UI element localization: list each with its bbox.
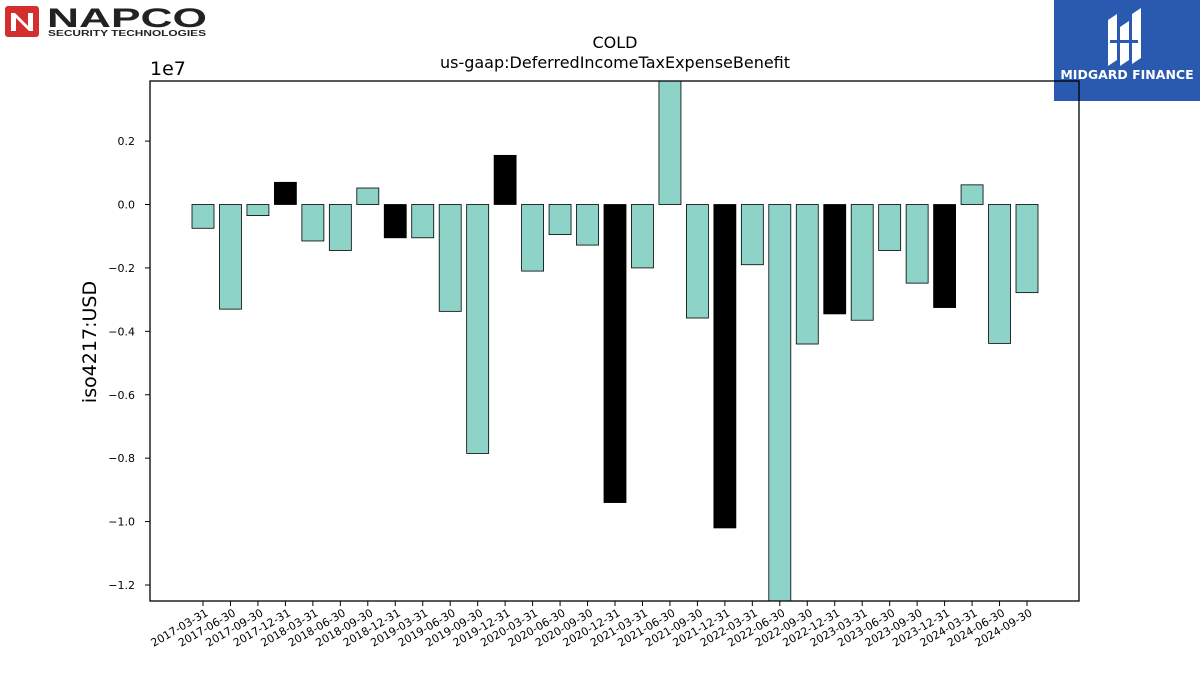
y-axis-label: iso4217:USD <box>79 281 101 403</box>
napco-logo-tagline: SECURITY TECHNOLOGIES <box>48 29 207 38</box>
bar-2019-03-31 <box>411 204 435 239</box>
y-tick-label: 0.2 <box>118 135 136 148</box>
y-tick-label: −0.2 <box>108 262 135 275</box>
bar-2018-03-31 <box>301 204 325 242</box>
x-axis: 2017-03-312017-06-302017-09-302017-12-31… <box>149 601 1035 650</box>
napco-logo: NAPCO SECURITY TECHNOLOGIES <box>4 3 214 40</box>
bar-2019-09-30 <box>466 204 490 454</box>
bar-2023-12-31 <box>933 204 956 308</box>
bar-2020-03-31 <box>521 204 544 272</box>
napco-logo-text: NAPCO <box>47 4 207 33</box>
bar-2021-06-30 <box>658 81 682 205</box>
bar-2021-12-31 <box>713 204 737 529</box>
bar-2022-06-30 <box>768 204 792 601</box>
y-tick-label: −0.8 <box>108 452 135 465</box>
bar-2022-03-31 <box>740 204 764 266</box>
bar-2020-12-31 <box>603 204 627 503</box>
bar-2017-12-31 <box>273 181 297 205</box>
bar-2024-09-30 <box>1015 204 1039 294</box>
bar-2022-09-30 <box>795 204 819 345</box>
bar-2022-12-31 <box>823 204 847 315</box>
bar-2019-12-31 <box>493 154 517 205</box>
chart-subtitle: us-gaap:DeferredIncomeTaxExpenseBenefit <box>440 53 790 72</box>
bar-2019-06-30 <box>438 204 462 312</box>
bar-2021-03-31 <box>631 204 654 269</box>
bar-2018-09-30 <box>356 187 380 205</box>
y-offset-label: 1e7 <box>150 58 186 80</box>
bar-2021-09-30 <box>686 204 709 319</box>
bar-2017-06-30 <box>219 204 242 310</box>
bar-2018-12-31 <box>383 204 407 239</box>
bar-2023-06-30 <box>878 204 902 251</box>
bar-2017-09-30 <box>246 204 270 216</box>
y-tick-label: −0.6 <box>108 389 135 402</box>
midgard-finance-logo: MIDGARD FINANCE <box>1054 0 1200 101</box>
bar-2023-03-31 <box>850 204 874 321</box>
chart-title: COLD <box>593 33 638 52</box>
y-axis: 0.2 0.0 −0.2 −0.4 −0.6 −0.8 −1.0 −1.2 <box>108 135 150 592</box>
y-tick-label: −0.4 <box>108 325 135 338</box>
bar-2018-06-30 <box>328 204 352 251</box>
y-tick-label: −1.2 <box>108 579 135 592</box>
y-tick-label: 0.0 <box>118 199 136 212</box>
bar-2017-03-31 <box>191 204 215 229</box>
bar-2020-09-30 <box>576 204 599 246</box>
bar-2024-03-31 <box>960 184 984 205</box>
midgard-logo-mark <box>1108 8 1141 66</box>
bar-2023-09-30 <box>905 204 929 284</box>
y-tick-label: −1.0 <box>108 516 135 529</box>
bar-2020-06-30 <box>548 204 572 236</box>
bar-series <box>191 81 1039 601</box>
bar-2024-06-30 <box>988 204 1011 344</box>
midgard-logo-text: MIDGARD FINANCE <box>1060 67 1194 82</box>
